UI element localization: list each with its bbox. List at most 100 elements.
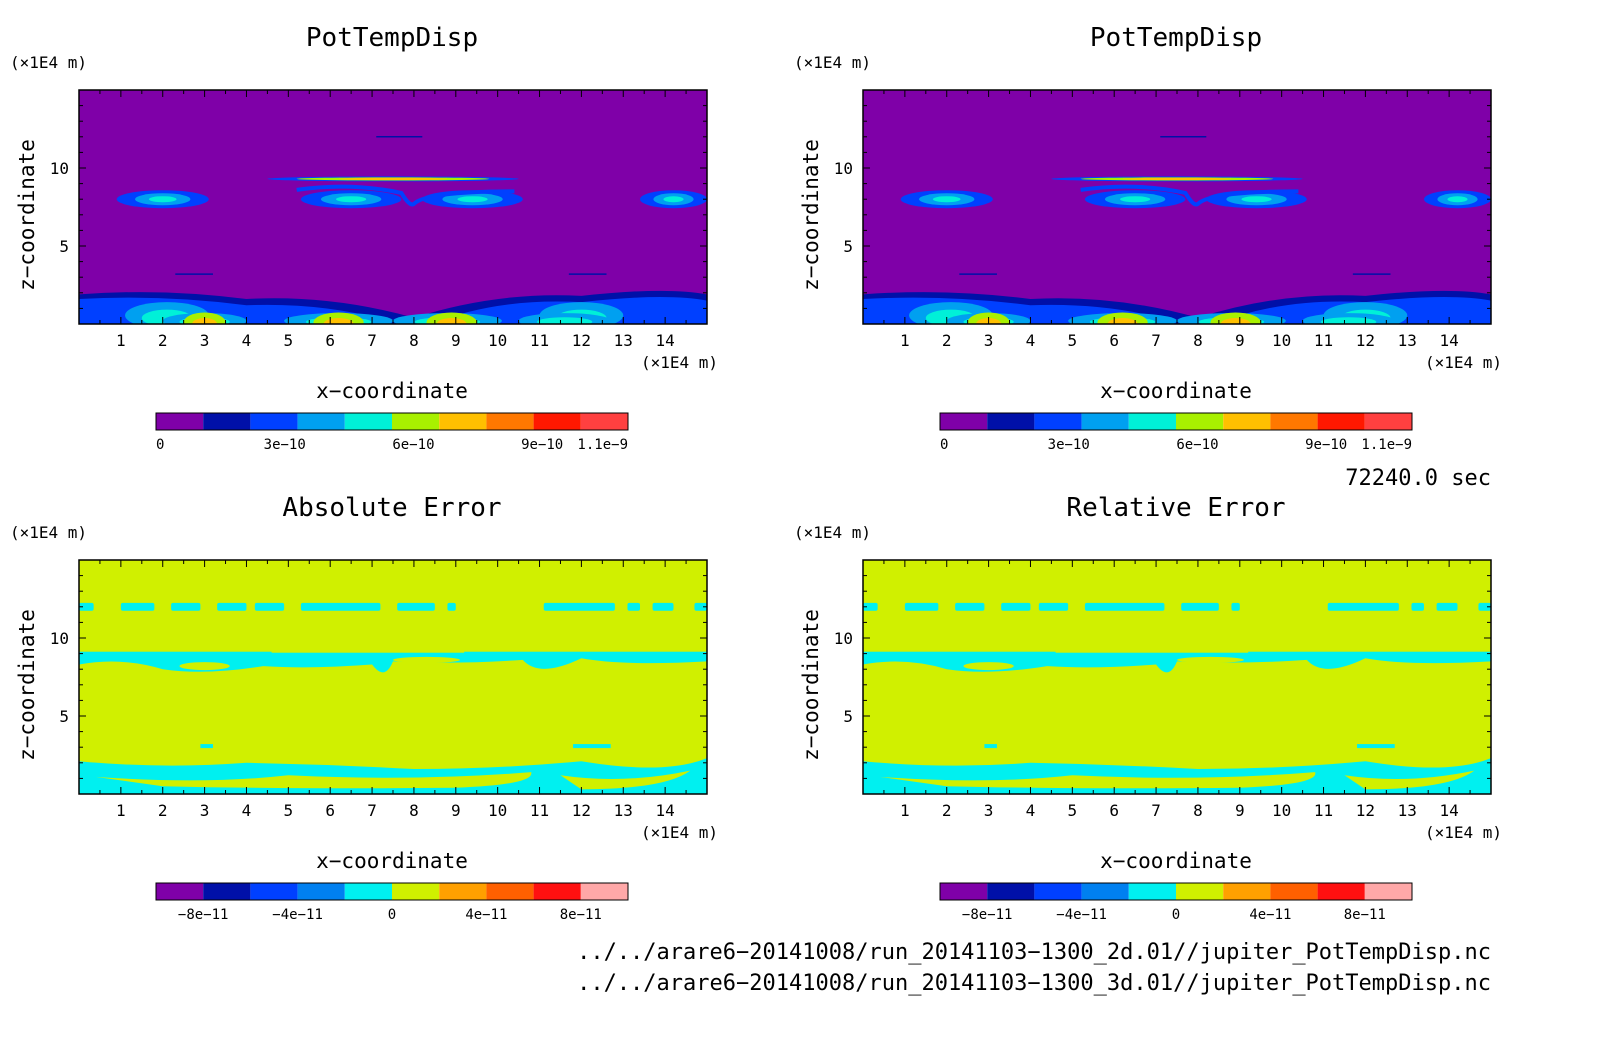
x-axis-label: x−coordinate xyxy=(316,379,468,403)
error-patch xyxy=(904,602,939,611)
colorbar-tick-label: 8e−11 xyxy=(560,907,602,923)
arc-structure xyxy=(1447,196,1468,203)
error-patch xyxy=(171,602,201,611)
chart-panel: PotTempDisp (×1E4 m) (×1E4 m) x−coordinate z… xyxy=(10,23,718,453)
x-tick-label: 14 xyxy=(1440,331,1459,350)
colorbar-swatch xyxy=(297,413,345,430)
colorbar-tick-label: 0 xyxy=(156,437,164,453)
colorbar-swatch xyxy=(940,413,988,430)
x-tick-label: 7 xyxy=(367,331,377,350)
chart-panel: Absolute Error (×1E4 m) (×1E4 m) x−coordina… xyxy=(10,493,718,923)
x-tick-label: 12 xyxy=(572,801,591,820)
x-tick-label: 1 xyxy=(900,801,910,820)
error-patch xyxy=(79,602,94,611)
error-patch xyxy=(254,602,285,611)
x-tick-label: 8 xyxy=(1193,331,1203,350)
colorbar-swatch xyxy=(940,883,988,900)
x-tick-label: 1 xyxy=(900,331,910,350)
colorbar-swatch xyxy=(1364,413,1412,430)
arc-structure xyxy=(663,196,684,203)
x-tick-label: 11 xyxy=(1314,331,1333,350)
x-tick-label: 1 xyxy=(116,801,126,820)
colorbar-swatch xyxy=(344,883,392,900)
surface-core xyxy=(1220,318,1251,324)
surface-core xyxy=(1107,318,1138,324)
x-tick-label: 11 xyxy=(530,331,549,350)
error-band xyxy=(863,650,1491,673)
error-patch xyxy=(1357,744,1395,749)
x-tick-label: 10 xyxy=(1272,331,1291,350)
colorbar-swatch xyxy=(1034,883,1082,900)
error-gap xyxy=(1177,656,1244,663)
y-tick-label: 10 xyxy=(834,159,853,178)
colorbar-tick-label: 0 xyxy=(388,907,396,923)
colorbar-tick-label: 0 xyxy=(1172,907,1180,923)
error-gap xyxy=(560,770,691,790)
colorbar-swatch xyxy=(580,413,628,430)
colorbar-swatch xyxy=(1081,413,1129,430)
footer-line-2: ../../arare6−20141008/run_20141103−1300_… xyxy=(577,971,1491,996)
colorbar: −8e−11 −4e−11 0 4e−11 8e−11 xyxy=(939,882,1413,923)
x-unit-label: (×1E4 m) xyxy=(641,823,718,842)
x-tick-label: 12 xyxy=(572,331,591,350)
x-tick-label: 2 xyxy=(942,331,952,350)
x-tick-label: 7 xyxy=(1151,331,1161,350)
x-axis-label: x−coordinate xyxy=(1100,849,1252,873)
x-tick-label: 1 xyxy=(116,331,126,350)
chart-title: PotTempDisp xyxy=(306,23,478,53)
chart-panel: PotTempDisp (×1E4 m) (×1E4 m) x−coordinate z… xyxy=(794,23,1502,453)
x-tick-label: 8 xyxy=(409,331,419,350)
y-unit-label: (×1E4 m) xyxy=(794,523,871,542)
colorbar-swatch xyxy=(1128,883,1176,900)
y-tick-label: 10 xyxy=(834,629,853,648)
error-patch xyxy=(300,602,381,611)
colorbar-swatch xyxy=(1317,883,1365,900)
error-patch xyxy=(1181,602,1219,611)
colorbar-swatch xyxy=(1270,413,1318,430)
error-patch xyxy=(1001,602,1031,611)
error-patch xyxy=(955,602,985,611)
error-patch xyxy=(1327,602,1399,611)
chart-title: Relative Error xyxy=(1066,493,1285,523)
error-patch xyxy=(694,602,707,611)
colorbar-swatch xyxy=(533,413,581,430)
x-tick-label: 10 xyxy=(488,801,507,820)
x-tick-label: 7 xyxy=(1151,801,1161,820)
error-patch xyxy=(397,602,435,611)
colorbar-tick-label: 4e−11 xyxy=(465,907,507,923)
thin-band xyxy=(1122,177,1232,181)
error-patch xyxy=(652,602,674,611)
y-tick-label: 10 xyxy=(50,159,69,178)
arc-structure xyxy=(457,196,488,203)
x-tick-label: 4 xyxy=(1026,331,1036,350)
error-patch xyxy=(627,602,641,611)
x-tick-label: 11 xyxy=(530,801,549,820)
colorbar: 0 3e−10 6e−10 9e−10 1.1e−9 xyxy=(155,412,629,453)
x-tick-label: 14 xyxy=(656,801,675,820)
x-tick-label: 8 xyxy=(1193,801,1203,820)
arc-structure xyxy=(1080,184,1299,207)
colorbar-swatch xyxy=(1223,413,1271,430)
error-patch xyxy=(1478,602,1491,611)
colorbar-swatch xyxy=(156,413,204,430)
x-tick-label: 10 xyxy=(1272,801,1291,820)
error-gap xyxy=(963,662,1014,671)
colorbar: −8e−11 −4e−11 0 4e−11 8e−11 xyxy=(155,882,629,923)
x-tick-label: 13 xyxy=(614,331,633,350)
x-tick-label: 6 xyxy=(325,331,335,350)
colorbar-swatch xyxy=(486,883,534,900)
colorbar-swatch xyxy=(533,883,581,900)
error-patch xyxy=(120,602,155,611)
colorbar-frame xyxy=(155,882,629,901)
colorbar-tick-label: −8e−11 xyxy=(962,907,1013,923)
y-tick-label: 5 xyxy=(59,237,69,256)
x-tick-label: 5 xyxy=(1068,801,1078,820)
arc-structure xyxy=(148,196,177,203)
colorbar-tick-label: 4e−11 xyxy=(1249,907,1291,923)
y-axis-label: z−coordinate xyxy=(15,139,39,291)
x-tick-label: 9 xyxy=(1235,331,1245,350)
error-patch xyxy=(1411,602,1425,611)
error-gap xyxy=(95,772,532,789)
error-patch xyxy=(1038,602,1069,611)
